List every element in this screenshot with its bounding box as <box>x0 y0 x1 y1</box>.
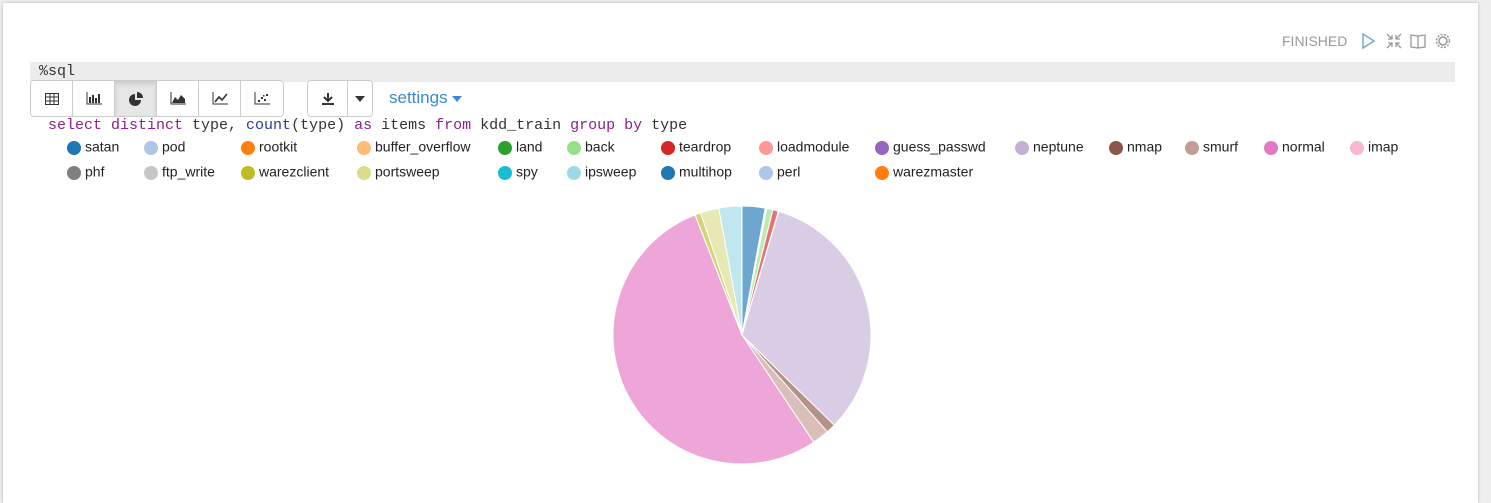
legend-swatch <box>67 166 81 180</box>
legend-swatch <box>875 166 889 180</box>
legend-swatch <box>759 141 773 155</box>
legend-swatch <box>144 141 158 155</box>
legend-swatch <box>241 141 255 155</box>
legend-swatch <box>498 166 512 180</box>
legend-label: back <box>585 139 616 155</box>
legend-label: rootkit <box>259 139 297 155</box>
legend-swatch <box>357 166 371 180</box>
legend-swatch <box>567 141 581 155</box>
legend-label: portsweep <box>375 164 440 180</box>
legend-label: multihop <box>679 164 732 180</box>
legend-label: pod <box>162 139 185 155</box>
legend-label: spy <box>516 164 538 180</box>
legend-swatch <box>661 166 675 180</box>
legend-swatch <box>661 141 675 155</box>
legend-label: perl <box>777 164 800 180</box>
legend-label: teardrop <box>679 139 731 155</box>
legend-label: smurf <box>1203 139 1238 155</box>
legend-swatch <box>357 141 371 155</box>
legend-swatch <box>875 141 889 155</box>
legend-label: land <box>516 139 542 155</box>
legend-swatch <box>1015 141 1029 155</box>
legend-label: nmap <box>1127 139 1162 155</box>
legend-swatch <box>1350 141 1364 155</box>
legend-swatch <box>759 166 773 180</box>
legend-swatch <box>1185 141 1199 155</box>
legend-swatch <box>241 166 255 180</box>
legend-label: imap <box>1368 139 1399 155</box>
legend-label: ftp_write <box>162 164 215 180</box>
legend-label: phf <box>85 164 105 180</box>
legend-label: warezmaster <box>892 164 973 180</box>
legend-swatch <box>144 166 158 180</box>
legend-swatch <box>498 141 512 155</box>
legend-label: warezclient <box>258 164 329 180</box>
legend-label: neptune <box>1033 139 1084 155</box>
legend-label: satan <box>85 139 119 155</box>
legend-label: buffer_overflow <box>375 139 471 155</box>
legend-swatch <box>1109 141 1123 155</box>
legend-swatch <box>567 166 581 180</box>
legend-label: ipsweep <box>585 164 637 180</box>
legend-label: loadmodule <box>777 139 850 155</box>
legend-swatch <box>67 141 81 155</box>
legend-label: normal <box>1282 139 1325 155</box>
legend-label: guess_passwd <box>893 139 986 155</box>
legend-swatch <box>1264 141 1278 155</box>
